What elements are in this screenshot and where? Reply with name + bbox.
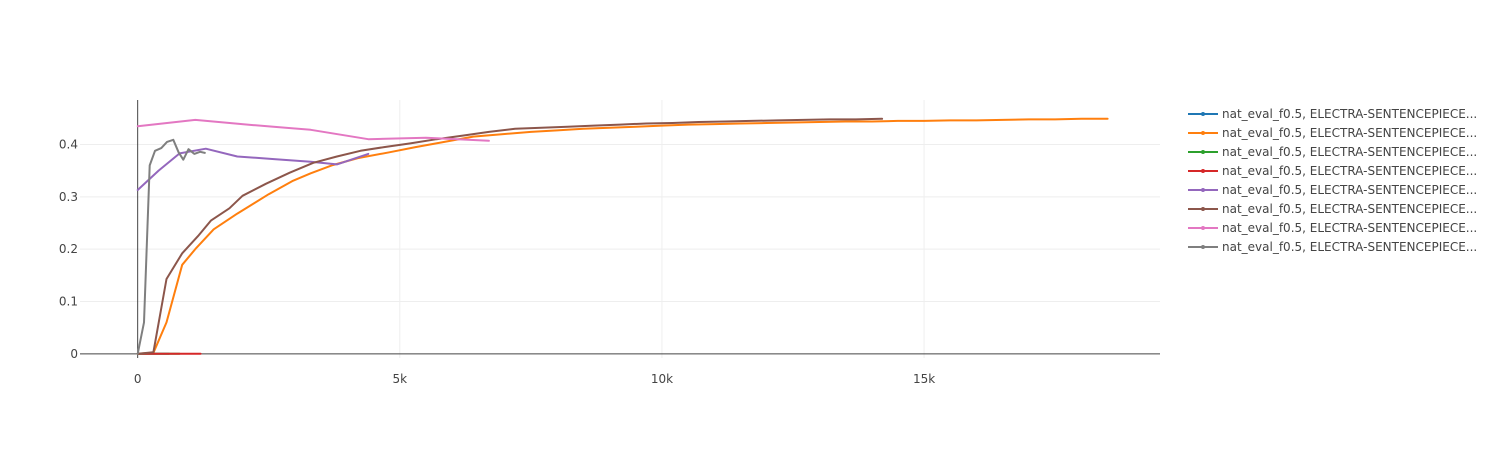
legend-marker xyxy=(1201,245,1205,249)
legend-label: nat_eval_f0.5, ELECTRA-SENTENCEPIECE... xyxy=(1222,240,1477,254)
series-line-6[interactable] xyxy=(136,117,884,355)
legend-item-8[interactable]: nat_eval_f0.5, ELECTRA-SENTENCEPIECE... xyxy=(1188,240,1477,254)
legend-marker xyxy=(1201,207,1205,211)
legend-label: nat_eval_f0.5, ELECTRA-SENTENCEPIECE... xyxy=(1222,202,1477,216)
tick-labels: 0 0.1 0.2 0.3 0.4 0 5k 10k 15k xyxy=(59,137,935,386)
y-tick-label: 0.1 xyxy=(59,294,78,308)
series-line-8[interactable] xyxy=(136,138,206,355)
x-tick-label: 15k xyxy=(913,372,935,386)
series-line-2[interactable] xyxy=(136,117,1109,355)
legend-marker xyxy=(1201,169,1205,173)
legend[interactable]: nat_eval_f0.5, ELECTRA-SENTENCEPIECE... n… xyxy=(1188,107,1477,254)
legend-label: nat_eval_f0.5, ELECTRA-SENTENCEPIECE... xyxy=(1222,126,1477,140)
legend-item-2[interactable]: nat_eval_f0.5, ELECTRA-SENTENCEPIECE... xyxy=(1188,126,1477,140)
legend-marker xyxy=(1201,188,1205,192)
legend-marker xyxy=(1201,226,1205,230)
legend-label: nat_eval_f0.5, ELECTRA-SENTENCEPIECE... xyxy=(1222,145,1477,159)
legend-item-4[interactable]: nat_eval_f0.5, ELECTRA-SENTENCEPIECE... xyxy=(1188,164,1477,178)
plot-area[interactable] xyxy=(136,117,1109,355)
grid-lines xyxy=(80,100,1160,358)
legend-item-5[interactable]: nat_eval_f0.5, ELECTRA-SENTENCEPIECE... xyxy=(1188,183,1477,197)
y-tick-label: 0.3 xyxy=(59,190,78,204)
legend-item-7[interactable]: nat_eval_f0.5, ELECTRA-SENTENCEPIECE... xyxy=(1188,221,1477,235)
y-tick-label: 0.4 xyxy=(59,137,78,151)
x-tick-label: 10k xyxy=(651,372,673,386)
y-tick-label: 0.2 xyxy=(59,242,78,256)
legend-label: nat_eval_f0.5, ELECTRA-SENTENCEPIECE... xyxy=(1222,183,1477,197)
series-line-7[interactable] xyxy=(136,118,490,142)
legend-marker xyxy=(1201,112,1205,116)
x-tick-label: 0 xyxy=(134,372,142,386)
legend-label: nat_eval_f0.5, ELECTRA-SENTENCEPIECE... xyxy=(1222,221,1477,235)
legend-item-6[interactable]: nat_eval_f0.5, ELECTRA-SENTENCEPIECE... xyxy=(1188,202,1477,216)
legend-item-1[interactable]: nat_eval_f0.5, ELECTRA-SENTENCEPIECE... xyxy=(1188,107,1477,121)
y-tick-label: 0 xyxy=(70,347,78,361)
legend-marker xyxy=(1201,131,1205,135)
legend-label: nat_eval_f0.5, ELECTRA-SENTENCEPIECE... xyxy=(1222,164,1477,178)
series-line-5[interactable] xyxy=(136,147,370,191)
legend-label: nat_eval_f0.5, ELECTRA-SENTENCEPIECE... xyxy=(1222,107,1477,121)
legend-marker xyxy=(1201,150,1205,154)
x-tick-label: 5k xyxy=(393,372,408,386)
legend-item-3[interactable]: nat_eval_f0.5, ELECTRA-SENTENCEPIECE... xyxy=(1188,145,1477,159)
axes xyxy=(80,100,1160,358)
